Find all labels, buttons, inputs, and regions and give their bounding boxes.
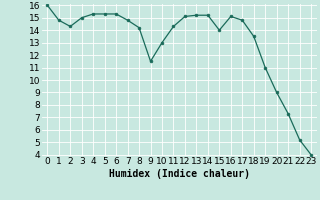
X-axis label: Humidex (Indice chaleur): Humidex (Indice chaleur) [109, 169, 250, 179]
